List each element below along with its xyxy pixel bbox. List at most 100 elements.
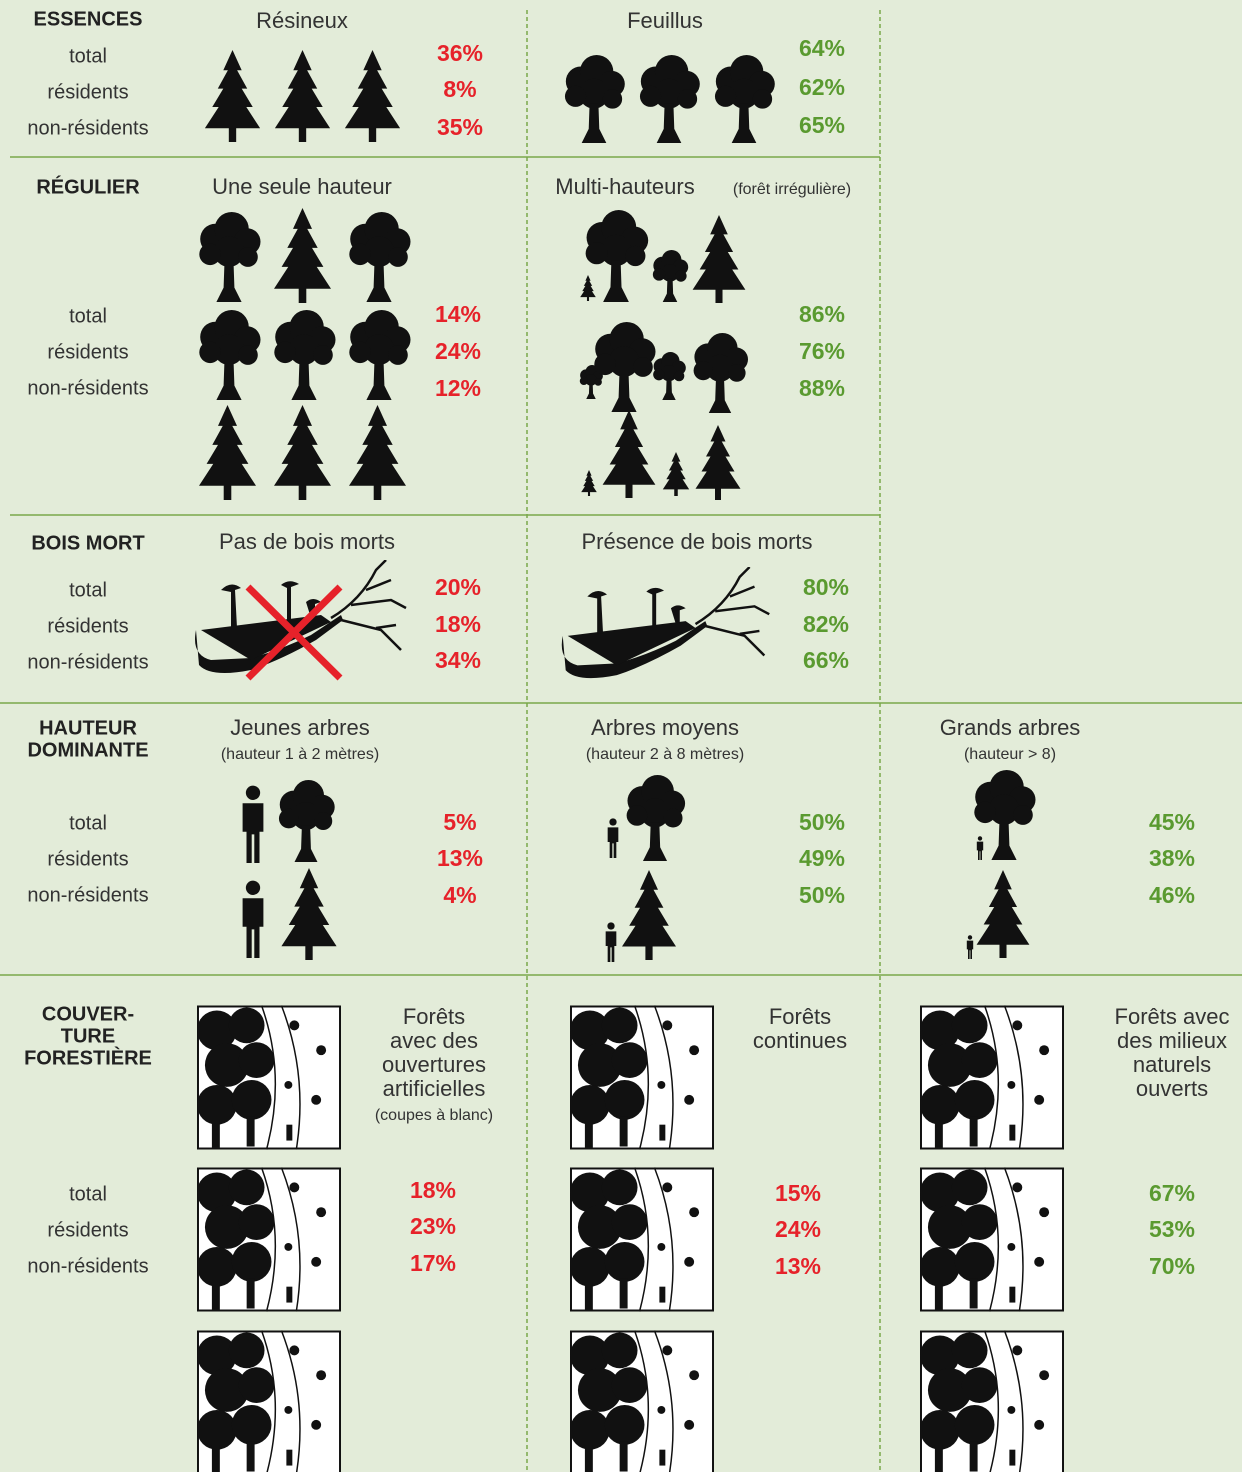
pine-icon bbox=[344, 50, 401, 142]
row-label: non-résidents bbox=[27, 377, 148, 399]
panel-icon bbox=[920, 1005, 1064, 1150]
percentage: 64% bbox=[799, 35, 845, 61]
column-title: des milieux bbox=[1117, 1028, 1227, 1053]
pine-icon bbox=[274, 405, 331, 500]
oak-icon bbox=[693, 333, 748, 413]
column-title: Multi-hauteurs bbox=[555, 174, 694, 199]
pine-icon bbox=[274, 208, 331, 303]
percentage: 13% bbox=[775, 1253, 821, 1279]
column-title: Présence de bois morts bbox=[581, 529, 812, 554]
percentage: 20% bbox=[435, 574, 481, 600]
row-label: non-résidents bbox=[27, 1255, 148, 1277]
column-subtitle: (hauteur 2 à 8 mètres) bbox=[586, 746, 744, 763]
percentage: 14% bbox=[435, 301, 481, 327]
panel-icon bbox=[570, 1330, 714, 1472]
oak-icon bbox=[349, 212, 411, 302]
oak-icon bbox=[564, 55, 625, 143]
percentage: 65% bbox=[799, 112, 845, 138]
section-title: RÉGULIER bbox=[36, 175, 140, 198]
column-title: Feuillus bbox=[627, 8, 703, 33]
percentage: 45% bbox=[1149, 809, 1195, 835]
percentage: 50% bbox=[799, 882, 845, 908]
section-title: DOMINANTE bbox=[27, 739, 148, 761]
pine-icon bbox=[580, 275, 596, 301]
oak-icon bbox=[714, 55, 775, 143]
percentage: 8% bbox=[443, 76, 476, 102]
percentage: 18% bbox=[410, 1177, 456, 1203]
column-subtitle: (hauteur 1 à 2 mètres) bbox=[221, 746, 379, 763]
percentage: 24% bbox=[435, 338, 481, 364]
percentage: 49% bbox=[799, 845, 845, 871]
icons bbox=[193, 50, 1064, 1472]
log-icon bbox=[193, 560, 408, 675]
row-label: total bbox=[69, 305, 107, 327]
percentage: 34% bbox=[435, 647, 481, 673]
person-icon bbox=[976, 836, 984, 860]
percentage: 23% bbox=[410, 1213, 456, 1239]
percentage: 15% bbox=[775, 1180, 821, 1206]
section-title: ESSENCES bbox=[34, 8, 143, 30]
percentage: 5% bbox=[443, 809, 476, 835]
oak-icon bbox=[349, 310, 411, 400]
row-label: total bbox=[69, 812, 107, 834]
column-title: avec des bbox=[390, 1028, 478, 1053]
oak-icon bbox=[594, 322, 656, 412]
section-title: HAUTEUR bbox=[39, 717, 137, 739]
person-icon bbox=[966, 935, 974, 959]
row-label: non-résidents bbox=[27, 884, 148, 906]
percentage: 13% bbox=[437, 845, 483, 871]
percentage: 66% bbox=[803, 647, 849, 673]
panel-icon bbox=[197, 1167, 341, 1312]
oak-icon bbox=[652, 250, 689, 302]
oak-icon bbox=[199, 212, 261, 302]
row-label: total bbox=[69, 45, 107, 67]
pine-icon bbox=[274, 50, 331, 142]
percentage: 86% bbox=[799, 301, 845, 327]
texts: ESSENCES total résidents non-résidents Résin… bbox=[24, 8, 1229, 1279]
row-label: non-résidents bbox=[27, 651, 148, 673]
row-label: résidents bbox=[47, 615, 128, 637]
percentage: 80% bbox=[803, 574, 849, 600]
cross bbox=[245, 584, 343, 681]
row-label: total bbox=[69, 1183, 107, 1205]
section-title: BOIS MORT bbox=[31, 532, 144, 554]
column-subtitle: (coupes à blanc) bbox=[375, 1107, 493, 1124]
percentage: 18% bbox=[435, 611, 481, 637]
log-icon bbox=[560, 567, 771, 680]
panel-icon bbox=[570, 1167, 714, 1312]
pine-icon bbox=[662, 452, 690, 496]
oak-icon bbox=[274, 310, 336, 400]
percentage: 76% bbox=[799, 338, 845, 364]
percentage: 67% bbox=[1149, 1180, 1195, 1206]
panel-icon bbox=[570, 1005, 714, 1150]
percentage: 4% bbox=[443, 882, 476, 908]
percentage: 12% bbox=[435, 375, 481, 401]
column-title: Forêts bbox=[403, 1004, 465, 1029]
percentage: 17% bbox=[410, 1250, 456, 1276]
row-label: résidents bbox=[47, 81, 128, 103]
person-icon bbox=[607, 818, 619, 858]
percentage: 70% bbox=[1149, 1253, 1195, 1279]
section-title: TURE bbox=[61, 1025, 115, 1047]
column-title: Grands arbres bbox=[940, 715, 1081, 740]
pine-icon bbox=[204, 50, 261, 142]
column-subtitle: (hauteur > 8) bbox=[964, 746, 1056, 763]
row-label: résidents bbox=[47, 1219, 128, 1241]
oak-icon bbox=[199, 310, 261, 400]
column-title: artificielles bbox=[383, 1076, 486, 1101]
person-icon bbox=[242, 880, 264, 958]
pine-icon bbox=[695, 425, 741, 500]
dividers bbox=[0, 10, 1242, 1472]
percentage: 24% bbox=[775, 1216, 821, 1242]
column-title: continues bbox=[753, 1028, 847, 1053]
oak-icon bbox=[639, 55, 700, 143]
column-title: naturels bbox=[1133, 1052, 1211, 1077]
pine-icon bbox=[622, 870, 676, 960]
panel-icon bbox=[920, 1167, 1064, 1312]
percentage: 38% bbox=[1149, 845, 1195, 871]
percentage: 62% bbox=[799, 74, 845, 100]
percentage: 82% bbox=[803, 611, 849, 637]
column-title: Forêts avec bbox=[1115, 1004, 1230, 1029]
column-title: ouverts bbox=[1136, 1076, 1208, 1101]
